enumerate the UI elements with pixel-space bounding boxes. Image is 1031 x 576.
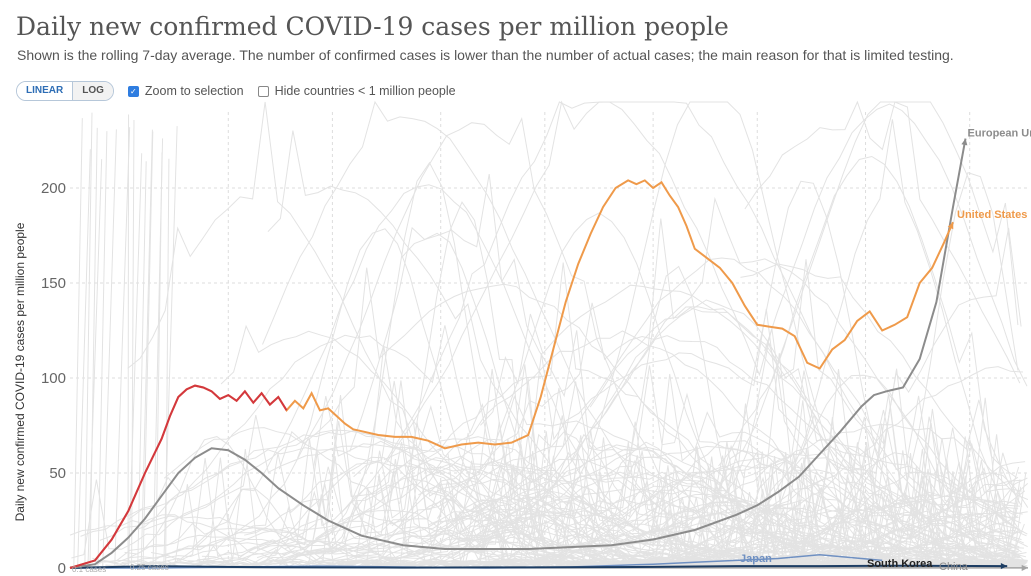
chart-title: Daily new confirmed COVID-19 cases per m… xyxy=(16,12,729,41)
background-country-line xyxy=(333,441,996,569)
y-tick-label: 200 xyxy=(41,180,66,197)
background-lines-layer xyxy=(69,100,1029,569)
background-country-line xyxy=(165,158,170,569)
series-label-layer: European Union United States Japan South Ko… xyxy=(72,128,1031,574)
background-country-line xyxy=(792,515,1019,567)
background-country-line xyxy=(427,196,1028,554)
background-country-line xyxy=(137,161,147,569)
background-country-line xyxy=(472,446,1023,569)
checkbox-unchecked-icon[interactable] xyxy=(257,85,269,97)
scale-toggle: LINEAR LOG xyxy=(16,81,114,101)
background-country-line xyxy=(504,521,1017,562)
background-country-line xyxy=(100,380,764,569)
united-states-highlight-line xyxy=(69,384,288,569)
background-country-line xyxy=(696,459,1022,566)
japan-label: Japan xyxy=(740,553,772,565)
background-country-line xyxy=(114,127,131,569)
background-country-line xyxy=(565,468,1016,568)
background-country-line xyxy=(464,101,1028,567)
united-states-label: United States xyxy=(957,209,1027,221)
background-country-line xyxy=(132,325,795,569)
background-country-line xyxy=(309,459,973,563)
background-country-line xyxy=(143,404,806,566)
background-country-line xyxy=(155,152,163,569)
background-country-line xyxy=(764,103,1028,387)
background-country-line xyxy=(589,307,1028,561)
background-country-line xyxy=(386,100,1024,549)
background-country-line xyxy=(97,131,108,569)
background-country-line xyxy=(87,159,103,569)
background-country-line xyxy=(322,456,986,568)
background-country-line xyxy=(102,129,117,569)
background-country-line xyxy=(89,127,98,569)
background-country-line xyxy=(84,112,93,569)
background-country-line xyxy=(77,149,91,569)
background-country-line xyxy=(771,467,1022,557)
background-country-line xyxy=(128,429,792,567)
checkbox-checked-icon[interactable]: ✓ xyxy=(127,85,139,97)
threshold-label: 0.25 cases xyxy=(130,563,169,572)
south-korea-label: South Korea xyxy=(867,558,933,570)
european-union-line xyxy=(69,138,967,569)
background-country-line xyxy=(92,458,755,565)
united-states-arrowhead xyxy=(947,222,954,230)
hide-small-countries-checkbox[interactable]: Hide countries < 1 million people xyxy=(257,84,456,98)
background-country-line xyxy=(749,490,1026,568)
background-country-line xyxy=(566,370,1017,557)
background-country-line xyxy=(279,444,942,569)
background-country-line xyxy=(284,101,947,556)
hide-small-countries-label: Hide countries < 1 million people xyxy=(274,84,456,98)
y-tick-label: 150 xyxy=(41,275,66,292)
background-country-line xyxy=(140,129,153,569)
european-union-arrowhead xyxy=(961,138,968,146)
y-tick-label: 100 xyxy=(41,370,66,387)
zoom-to-selection-label: Zoom to selection xyxy=(144,84,244,98)
background-country-line xyxy=(291,302,955,562)
background-country-line xyxy=(73,118,83,569)
background-country-line xyxy=(131,119,135,569)
south-korea-arrowhead xyxy=(1000,563,1008,570)
background-country-line xyxy=(795,227,1022,550)
background-country-line xyxy=(571,409,1022,567)
background-country-line xyxy=(744,100,1021,384)
zoom-to-selection-checkbox[interactable]: ✓ Zoom to selection xyxy=(127,84,244,98)
series-layer xyxy=(69,138,1028,571)
background-country-line xyxy=(127,153,143,569)
south-korea-line xyxy=(69,564,1008,569)
background-country-line xyxy=(127,101,791,569)
chart-controls: LINEAR LOG ✓ Zoom to selection Hide coun… xyxy=(16,81,456,101)
chart-subtitle: Shown is the rolling 7-day average. The … xyxy=(17,47,954,63)
linear-scale-button[interactable]: LINEAR xyxy=(17,82,74,100)
threshold-label: 0.1 cases xyxy=(72,565,106,574)
y-tick-label: 0 xyxy=(58,560,66,576)
background-country-line xyxy=(340,436,1004,569)
background-country-line xyxy=(142,131,154,569)
european-union-label: European Union xyxy=(968,128,1031,140)
china-arrowhead xyxy=(1021,564,1028,571)
y-axis-label: Daily new confirmed COVID-19 cases per m… xyxy=(13,222,27,521)
china-label: China xyxy=(939,561,969,573)
background-country-line xyxy=(480,284,1018,555)
axis-layer: 0 50 100 150 200 xyxy=(41,180,66,576)
y-tick-label: 50 xyxy=(49,465,66,482)
log-scale-button[interactable]: LOG xyxy=(73,82,113,100)
background-country-line xyxy=(819,511,1020,548)
background-country-line xyxy=(740,263,1029,501)
background-country-line xyxy=(422,330,1023,563)
